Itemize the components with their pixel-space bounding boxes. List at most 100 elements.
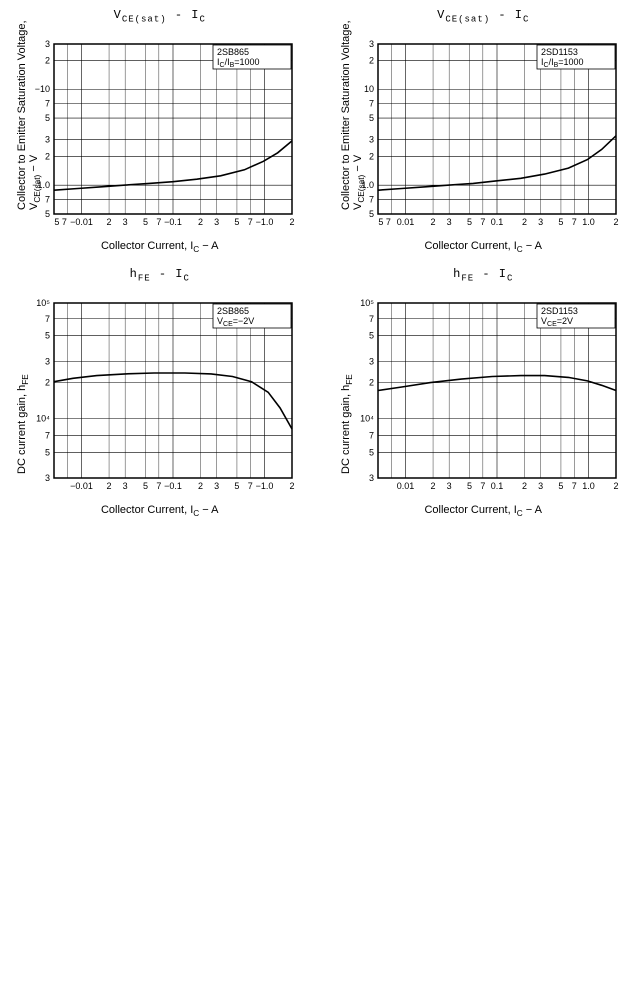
chart-svg: 2SD1153VCE=2V 0.0123570.123571.02 35710⁴… [332, 285, 632, 500]
y-axis-label: DC current gain, hFE [16, 374, 30, 474]
svg-text:5: 5 [143, 481, 148, 491]
y-axis-label: DC current gain, hFE [340, 374, 354, 474]
svg-text:2: 2 [289, 217, 294, 227]
svg-text:7: 7 [45, 314, 50, 324]
svg-text:2: 2 [45, 152, 50, 162]
svg-text:2: 2 [613, 217, 618, 227]
svg-text:3: 3 [538, 481, 543, 491]
svg-text:7: 7 [480, 481, 485, 491]
svg-text:−1.0: −1.0 [256, 217, 274, 227]
svg-text:3: 3 [368, 39, 373, 49]
chart-title: hFE - IC [332, 267, 636, 283]
chart-title: VCE(sat) - IC [8, 8, 312, 24]
svg-text:5: 5 [558, 481, 563, 491]
svg-text:7: 7 [45, 195, 50, 205]
x-axis-label: Collector Current, IC − A [332, 240, 636, 254]
svg-text:10⁴: 10⁴ [360, 413, 374, 423]
svg-text:7: 7 [156, 481, 161, 491]
panel-vce_sat_2sd1153: VCE(sat) - IC Collector to Emitter Satur… [332, 8, 636, 255]
svg-text:−0.01: −0.01 [70, 217, 93, 227]
svg-text:7: 7 [248, 217, 253, 227]
panel-hfe_2sb865: hFE - IC DC current gain, hFE 2SB865VCE=… [8, 267, 312, 519]
svg-text:0.01: 0.01 [396, 481, 414, 491]
svg-text:−1.0: −1.0 [256, 481, 274, 491]
svg-text:5: 5 [368, 113, 373, 123]
svg-text:7: 7 [571, 217, 576, 227]
svg-text:7: 7 [156, 217, 161, 227]
svg-text:2: 2 [289, 481, 294, 491]
svg-text:0.1: 0.1 [490, 481, 503, 491]
svg-text:2: 2 [45, 56, 50, 66]
svg-text:2: 2 [107, 217, 112, 227]
svg-text:2: 2 [368, 378, 373, 388]
svg-text:2: 2 [522, 481, 527, 491]
svg-text:−0.1: −0.1 [164, 217, 182, 227]
svg-text:5: 5 [45, 447, 50, 457]
svg-text:3: 3 [446, 481, 451, 491]
svg-text:3: 3 [45, 39, 50, 49]
svg-text:0.1: 0.1 [490, 217, 503, 227]
svg-text:10⁵: 10⁵ [36, 298, 50, 308]
svg-text:7: 7 [45, 99, 50, 109]
svg-text:5: 5 [558, 217, 563, 227]
svg-text:2SD1153: 2SD1153 [541, 306, 578, 316]
svg-text:2SD1153: 2SD1153 [541, 47, 578, 57]
x-axis-label: Collector Current, IC − A [332, 504, 636, 518]
svg-text:3: 3 [45, 473, 50, 483]
svg-text:3: 3 [368, 473, 373, 483]
svg-text:7: 7 [480, 217, 485, 227]
svg-text:5: 5 [466, 217, 471, 227]
chart-svg: 2SB865VCE=−2V −0.012357−0.12357−1.02 357… [8, 285, 308, 500]
svg-text:2: 2 [430, 217, 435, 227]
svg-text:5: 5 [234, 481, 239, 491]
svg-text:5: 5 [143, 217, 148, 227]
svg-text:3: 3 [214, 481, 219, 491]
svg-text:7: 7 [368, 314, 373, 324]
svg-text:5: 5 [368, 209, 373, 219]
svg-text:3: 3 [368, 135, 373, 145]
svg-text:2: 2 [430, 481, 435, 491]
svg-text:2: 2 [522, 217, 527, 227]
svg-text:3: 3 [538, 217, 543, 227]
panel-vce_sat_2sb865: VCE(sat) - IC Collector to Emitter Satur… [8, 8, 312, 255]
svg-text:1.0: 1.0 [582, 481, 595, 491]
svg-text:3: 3 [368, 357, 373, 367]
y-axis-label: Collector to Emitter Saturation Voltage,… [340, 21, 366, 211]
svg-text:5: 5 [234, 217, 239, 227]
svg-text:10⁵: 10⁵ [360, 298, 374, 308]
svg-text:2: 2 [107, 481, 112, 491]
svg-text:2SB865: 2SB865 [217, 306, 249, 316]
svg-text:2: 2 [368, 56, 373, 66]
svg-text:3: 3 [45, 135, 50, 145]
chart-svg: 2SD1153IC/IB=1000 5 70.0123570.123571.02… [332, 26, 632, 236]
panel-hfe_2sd1153: hFE - IC DC current gain, hFE 2SD1153VCE… [332, 267, 636, 519]
chart-title: VCE(sat) - IC [332, 8, 636, 24]
svg-text:7: 7 [368, 430, 373, 440]
svg-text:5 7: 5 7 [54, 217, 67, 227]
svg-text:5: 5 [45, 113, 50, 123]
y-axis-label: Collector to Emitter Saturation Voltage,… [16, 21, 42, 211]
svg-text:5: 5 [368, 447, 373, 457]
chart-svg: 2SB865IC/IB=1000 5 7−0.012357−0.12357−1.… [8, 26, 308, 236]
svg-text:3: 3 [446, 217, 451, 227]
svg-text:2: 2 [45, 378, 50, 388]
svg-text:2: 2 [368, 152, 373, 162]
x-axis-label: Collector Current, IC − A [8, 504, 312, 518]
svg-text:−0.1: −0.1 [164, 481, 182, 491]
svg-text:0.01: 0.01 [396, 217, 414, 227]
svg-text:7: 7 [571, 481, 576, 491]
chart-title: hFE - IC [8, 267, 312, 283]
x-axis-label: Collector Current, IC − A [8, 240, 312, 254]
svg-text:5: 5 [45, 209, 50, 219]
svg-text:3: 3 [45, 357, 50, 367]
svg-text:−0.01: −0.01 [70, 481, 93, 491]
svg-text:7: 7 [45, 430, 50, 440]
svg-text:5: 5 [45, 331, 50, 341]
svg-text:5 7: 5 7 [378, 217, 391, 227]
svg-text:3: 3 [123, 217, 128, 227]
svg-text:3: 3 [123, 481, 128, 491]
svg-text:5: 5 [466, 481, 471, 491]
svg-text:7: 7 [368, 195, 373, 205]
svg-text:5: 5 [368, 331, 373, 341]
svg-text:2: 2 [198, 217, 203, 227]
